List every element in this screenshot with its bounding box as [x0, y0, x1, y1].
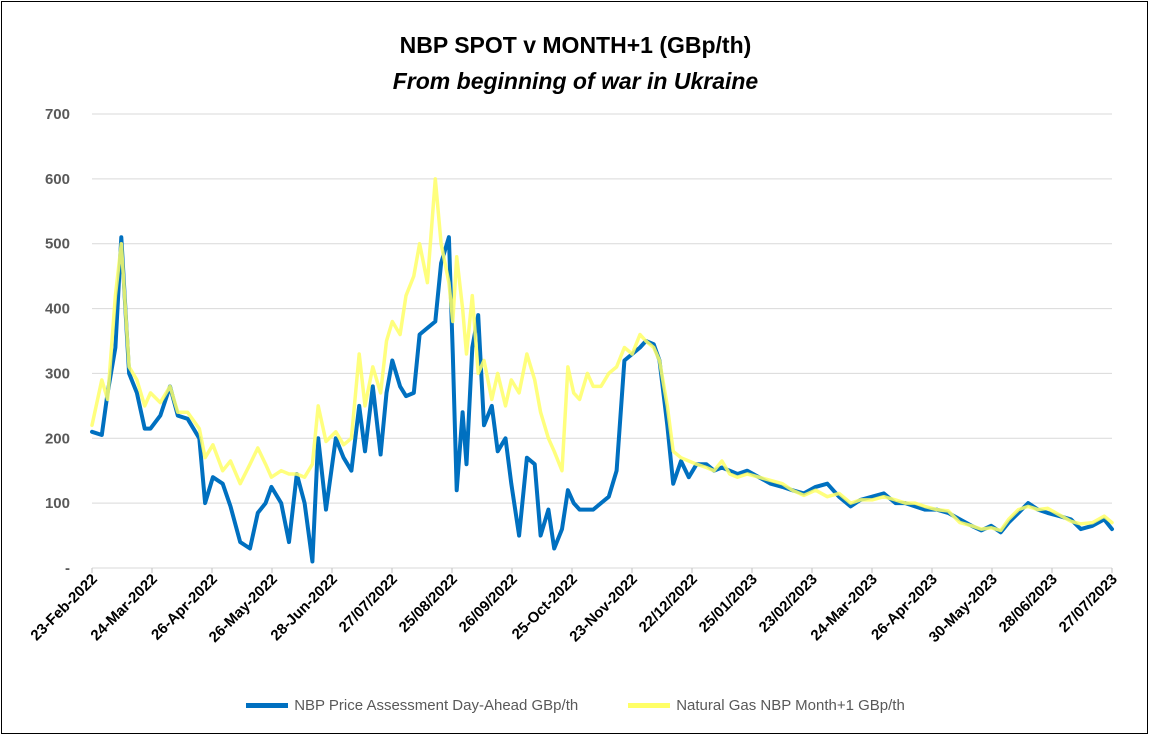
series-line-day-ahead — [90, 235, 1114, 564]
series-lines — [90, 177, 1114, 564]
y-tick-label: 500 — [45, 236, 70, 253]
x-tick-label: 28/06/2023 — [996, 571, 1061, 636]
legend-label-month-plus-1: Natural Gas NBP Month+1 GBp/th — [676, 696, 905, 714]
y-tick-label: 300 — [45, 365, 70, 382]
y-tick-label: - — [65, 560, 70, 577]
x-tick-label: 27/07/2023 — [1056, 571, 1121, 636]
y-tick-label: 400 — [45, 301, 70, 318]
series-line-month-plus-1 — [90, 177, 1114, 533]
chart-title: NBP SPOT v MONTH+1 (GBp/th) — [399, 32, 752, 58]
x-axis: 23-Feb-202224-Mar-202226-Apr-202226-May-… — [27, 567, 1121, 646]
x-tick-label: 23/02/2023 — [756, 571, 821, 636]
x-tick-label: 25/01/2023 — [696, 571, 761, 636]
legend-item-day-ahead: NBP Price Assessment Day-Ahead GBp/th — [246, 697, 578, 714]
y-tick-label: 600 — [45, 171, 70, 188]
y-tick-label: 100 — [45, 495, 70, 512]
legend-label-day-ahead: NBP Price Assessment Day-Ahead GBp/th — [294, 696, 579, 714]
x-tick-label: 25/08/2022 — [396, 571, 461, 636]
legend-item-month-plus-1: Natural Gas NBP Month+1 GBp/th — [628, 697, 905, 714]
y-axis: - 100 200 300 400 500 600 700 — [45, 106, 70, 577]
x-tick-label: 22/12/2022 — [636, 571, 701, 636]
legend: NBP Price Assessment Day-Ahead GBp/th Na… — [0, 694, 1151, 716]
y-tick-label: 200 — [45, 430, 70, 447]
legend-swatch-month-plus-1 — [628, 702, 671, 708]
gridlines — [92, 113, 1112, 504]
x-tick-label: 27/07/2022 — [336, 571, 401, 636]
chart-subtitle: From beginning of war in Ukraine — [392, 68, 759, 94]
y-tick-label: 700 — [45, 106, 70, 123]
legend-swatch-day-ahead — [246, 702, 289, 708]
x-tick-label: 26/09/2022 — [456, 571, 521, 636]
